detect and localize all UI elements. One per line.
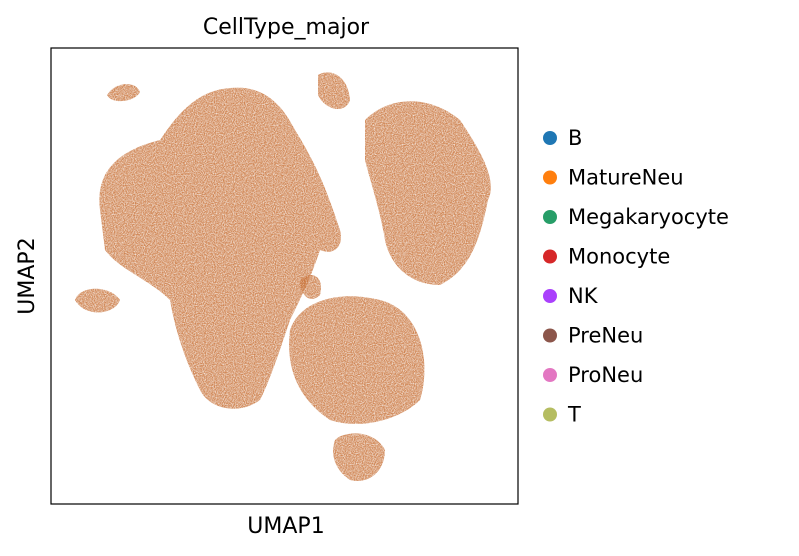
y-axis-label: UMAP2 <box>15 237 40 314</box>
cell-cloud <box>365 101 491 285</box>
cell-cloud <box>107 84 140 102</box>
plot-frame <box>50 47 519 505</box>
cell-cloud <box>75 288 120 313</box>
legend-label: ProNeu <box>568 363 643 387</box>
chart-title: CellType_major <box>203 15 370 40</box>
legend-label: PreNeu <box>568 324 643 348</box>
cell-clouds <box>75 72 491 481</box>
legend-marker <box>543 289 557 303</box>
legend-marker <box>543 368 557 382</box>
legend-label: B <box>568 126 582 150</box>
x-axis-label: UMAP1 <box>247 514 324 539</box>
cell-cloud <box>99 87 341 409</box>
cell-cloud <box>318 72 350 110</box>
legend-label: Monocyte <box>568 245 670 269</box>
cell-cloud <box>333 433 385 481</box>
cell-cloud <box>289 296 425 424</box>
legend-label: Megakaryocyte <box>568 205 729 229</box>
legend-label: NK <box>568 284 599 308</box>
legend-marker <box>543 170 557 185</box>
legend-marker <box>543 210 557 224</box>
legend-label: MatureNeu <box>568 166 684 190</box>
legend-marker <box>543 407 557 422</box>
legend: B MatureNeu Megakaryocyte Monocyte NK PreNeu P… <box>543 126 729 427</box>
legend-marker <box>543 249 557 264</box>
cell-cloud <box>300 275 321 300</box>
legend-marker <box>543 328 557 343</box>
legend-label: T <box>567 403 581 427</box>
legend-marker <box>543 131 557 145</box>
